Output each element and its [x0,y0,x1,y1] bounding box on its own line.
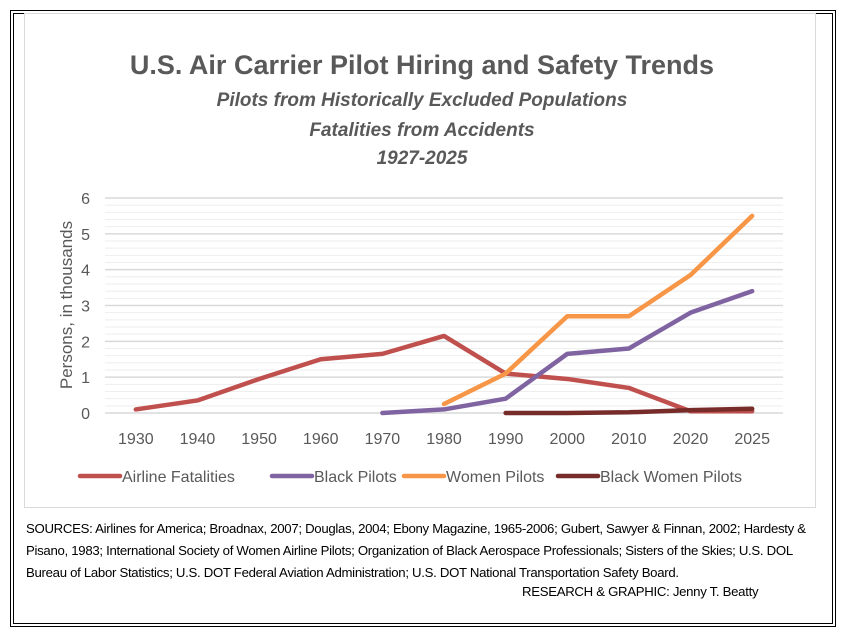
chart-subtitle-3: 1927-2025 [376,148,468,169]
series-line-black-pilots [380,288,755,416]
sources-text: SOURCES: Airlines for America; Broadnax,… [26,521,806,580]
x-tick-label: 2000 [549,431,585,448]
x-tick-label: 2010 [611,431,647,448]
legend-label: Women Pilots [446,469,544,486]
x-tick-label: 1980 [426,431,462,448]
legend-label: Airline Fatalities [122,469,235,486]
series-line-black-women-pilots [503,406,755,416]
x-tick-label: 1970 [365,431,401,448]
chart-subtitle-1: Pilots from Historically Excluded Popula… [216,90,628,111]
chart-subtitle-2: Fatalities from Accidents [309,120,535,141]
credit-text: RESEARCH & GRAPHIC: Jenny T. Beatty [522,584,759,599]
x-tick-label: 2020 [673,431,709,448]
x-tick-label: 1930 [118,431,154,448]
x-tick-label: 1940 [180,431,216,448]
chart-area [24,13,816,508]
y-tick-label: 3 [81,299,90,316]
legend-label: Black Women Pilots [600,469,742,486]
y-tick-label: 1 [81,370,90,387]
y-tick-label: 4 [81,263,90,280]
x-tick-label: 2025 [734,431,770,448]
series-line-women-pilots [441,213,755,407]
outer-frame [10,10,836,627]
x-tick-label: 1990 [488,431,524,448]
y-axis-label: Persons, in thousands [57,221,76,389]
y-tick-label: 0 [81,406,90,423]
legend-label: Black Pilots [314,469,397,486]
y-tick-label: 2 [81,334,90,351]
x-tick-label: 1950 [241,431,277,448]
chart-title: U.S. Air Carrier Pilot Hiring and Safety… [129,50,715,80]
y-tick-label: 5 [81,227,90,244]
y-tick-label: 6 [81,191,90,208]
x-tick-label: 1960 [303,431,339,448]
series-line-airline-fatalities [133,333,755,414]
